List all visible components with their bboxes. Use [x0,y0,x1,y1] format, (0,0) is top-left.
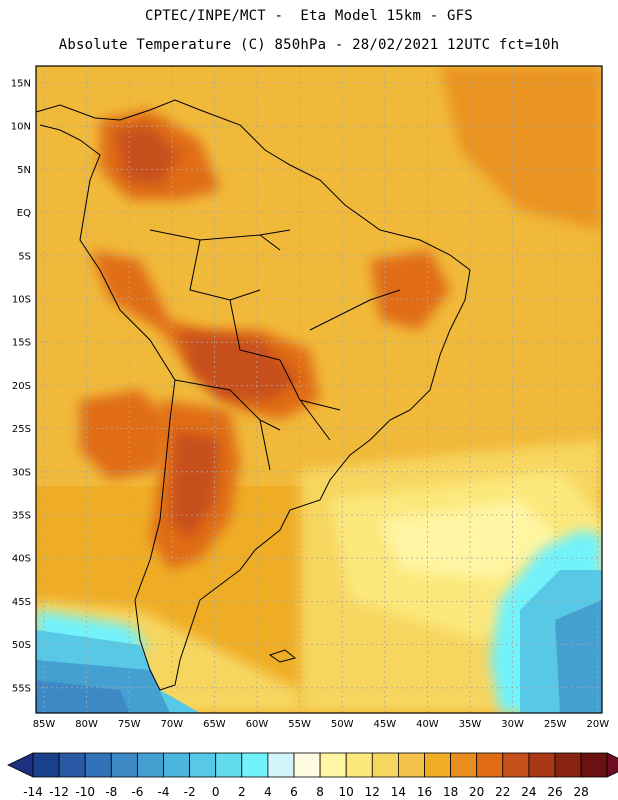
latitude-labels: 15N 10N 5N EQ 5S 10S 15S 20S 25S 30S 35S 40S 45S 50S 5… [11,79,31,695]
colorbar-swatch [84,752,112,778]
lon-label: 20W [586,719,609,730]
lat-label: 35S [12,511,31,522]
colorbar-tick-label: 6 [290,785,298,799]
colorbar-tick-label: 10 [339,785,354,799]
lon-label: 75W [118,719,141,730]
colorbar-tick-label: 28 [573,785,588,799]
colorbar-tick-label: -8 [105,785,117,799]
colorbar-swatch [241,752,269,778]
colorbar-swatch [502,752,530,778]
colorbar-swatch [110,752,138,778]
lat-label: 50S [12,640,31,651]
lat-label: 15S [12,338,31,349]
lat-label: 55S [12,683,31,694]
lat-lon-grid [36,66,602,713]
colorbar-tick-label: 2 [238,785,246,799]
lat-label: 10S [12,295,31,306]
map-title-line1: CPTEC/INPE/MCT - Eta Model 15km - GFS [145,8,473,24]
lon-label: 65W [203,719,226,730]
colorbar-swatch [580,752,608,778]
lon-label: 35W [459,719,482,730]
colorbar-swatch [450,752,478,778]
country-borders [149,229,401,471]
colorbar-swatch [293,752,321,778]
colorbar-tick-label: 26 [547,785,562,799]
colorbar-swatch [136,752,164,778]
colorbar-swatch [345,752,373,778]
colorbar-under-arrow [7,752,34,778]
lon-label: 45W [373,719,396,730]
colorbar-tick-label: -10 [75,785,95,799]
lat-label: 45S [12,597,31,608]
lat-label: 5S [18,251,31,262]
lat-label: 20S [12,381,31,392]
lon-label: 25W [544,719,567,730]
lat-label: EQ [17,208,31,219]
colorbar-tick-label: -2 [184,785,196,799]
coastlines-and-borders [35,99,471,691]
colorbar-tick-label: 20 [469,785,484,799]
lat-label: 10N [11,122,31,133]
colorbar-tick-label: 12 [365,785,380,799]
colorbar-tick-label: -14 [23,785,43,799]
map-title-line2: Absolute Temperature (C) 850hPa - 28/02/… [58,37,560,53]
colorbar-swatch [267,752,295,778]
lat-label: 5N [17,165,31,176]
colorbar-swatch [189,752,217,778]
colorbar-swatch [424,752,452,778]
colorbar-tick-label: -4 [158,785,170,799]
lon-label: 60W [246,719,269,730]
lon-label: 40W [416,719,439,730]
colorbar-tick-label: 14 [391,785,406,799]
lat-label: 25S [12,424,31,435]
colorbar-tick-label: 24 [521,785,536,799]
colorbar-swatch [58,752,86,778]
lat-label: 40S [12,554,31,565]
lat-label: 30S [12,467,31,478]
colorbar: -14 -12 -10 -8 -6 -4 -2 0 2 4 6 8 10 12 14 16 18 20 22 24 26… [7,752,618,799]
colorbar-swatch [32,752,60,778]
lon-label: 30W [501,719,524,730]
colorbar-tick-label: -6 [131,785,143,799]
colorbar-tick-label: 0 [212,785,220,799]
colorbar-swatch [528,752,556,778]
colorbar-tick-label: 22 [495,785,510,799]
colorbar-swatch [476,752,504,778]
colorbar-swatch [215,752,243,778]
colorbar-tick-label: 18 [443,785,458,799]
lat-label: 15N [11,79,31,90]
colorbar-swatch [397,752,425,778]
lon-label: 80W [75,719,98,730]
lon-label: 50W [331,719,354,730]
longitude-labels: 85W 80W 75W 70W 65W 60W 55W 50W 45W 40W 35W 30W 25W 2… [33,719,610,730]
south-america-coastline [35,99,471,691]
map-frame [35,65,603,714]
colorbar-swatch [163,752,191,778]
colorbar-swatch [319,752,347,778]
lon-label: 55W [288,719,311,730]
lon-label: 70W [160,719,183,730]
colorbar-swatch [371,752,399,778]
temperature-field [36,66,602,713]
lon-label: 85W [33,719,56,730]
falklands-outline [268,649,297,663]
colorbar-over-arrow [606,752,618,778]
colorbar-swatch [554,752,582,778]
colorbar-tick-label: -12 [49,785,69,799]
colorbar-tick-label: 16 [417,785,432,799]
colorbar-tick-label: 4 [264,785,272,799]
colorbar-tick-label: 8 [316,785,324,799]
